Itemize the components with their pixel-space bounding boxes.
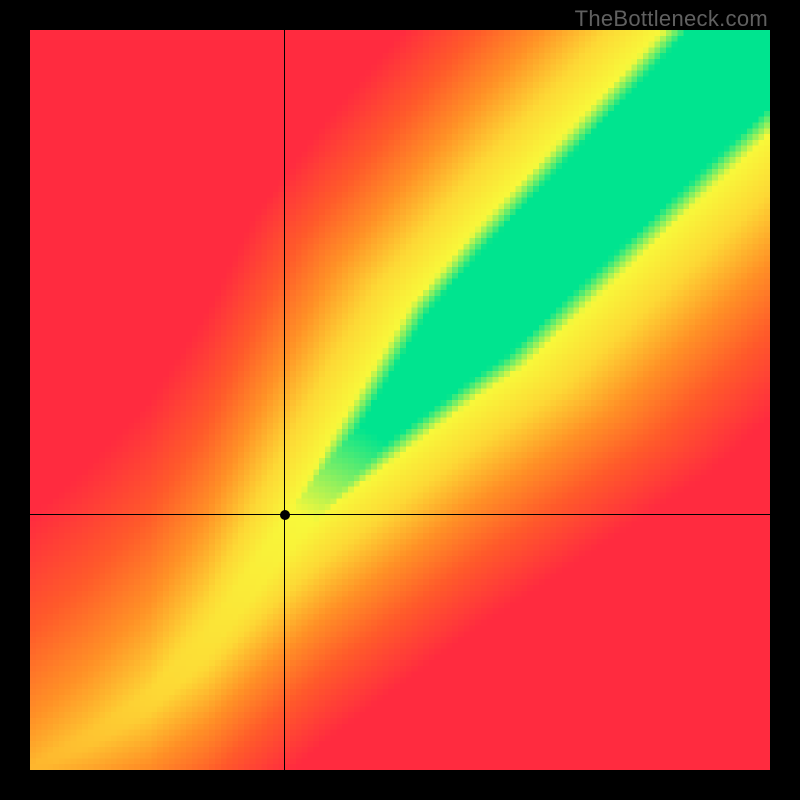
watermark-text: TheBottleneck.com: [575, 6, 768, 32]
heatmap-canvas: [30, 30, 770, 770]
marker-point: [280, 510, 290, 520]
chart-container: TheBottleneck.com: [0, 0, 800, 800]
plot-area: [30, 30, 770, 770]
